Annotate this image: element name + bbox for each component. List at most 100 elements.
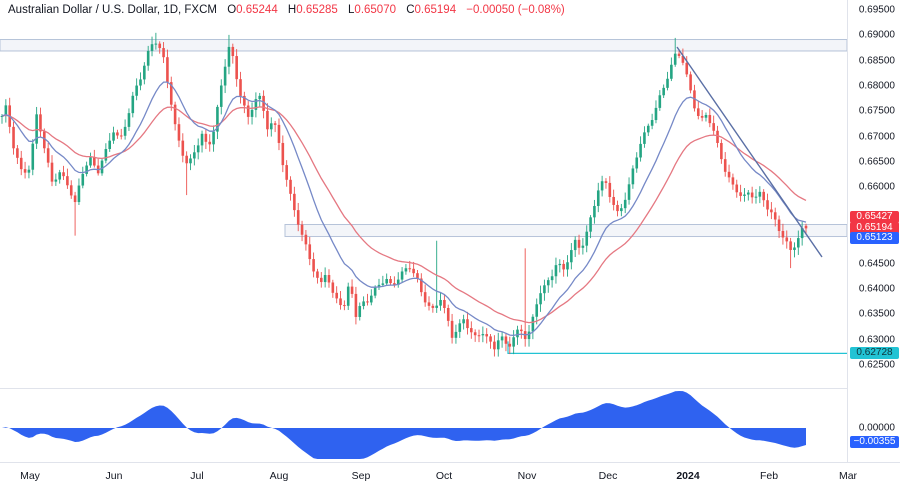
candle-body <box>119 135 123 137</box>
candle-body <box>416 273 419 279</box>
candle-body <box>66 176 69 186</box>
candle-body <box>354 293 358 317</box>
price-badge: 0.62728 <box>850 347 899 360</box>
time-axis-label-aug[interactable]: Aug <box>269 470 289 482</box>
candle-body <box>562 263 565 270</box>
time-axis-label-mar[interactable]: Mar <box>838 470 858 482</box>
candle-body <box>166 57 169 83</box>
candle-body <box>500 336 504 341</box>
candle-body <box>427 302 431 306</box>
support-level-ray[interactable] <box>507 341 847 355</box>
candle-body <box>566 262 569 270</box>
candle-body <box>273 123 277 125</box>
candle-body <box>654 107 658 121</box>
time-axis-label-feb[interactable]: Feb <box>759 470 779 482</box>
candle-body <box>708 114 712 124</box>
time-axis-label-nov[interactable]: Nov <box>517 470 537 482</box>
candle-body <box>677 53 681 56</box>
candle-body <box>54 179 58 182</box>
candle-body <box>219 85 223 107</box>
candle-body <box>581 245 585 248</box>
candle-body <box>181 140 185 156</box>
candle-body <box>662 87 665 96</box>
candle-body <box>385 278 388 284</box>
change-value: −0.00050 (−0.08%) <box>466 4 565 16</box>
candle-body <box>550 276 554 281</box>
close-label: C <box>406 4 415 16</box>
price-badge: 0.65123 <box>850 231 899 244</box>
high-label: H <box>287 4 297 16</box>
candle-body <box>162 48 165 58</box>
candle-body <box>231 46 235 57</box>
candle-body <box>489 336 492 342</box>
price-tick-label: 0.69500 <box>858 4 895 16</box>
candle-body <box>93 157 96 166</box>
candle-body <box>554 265 558 277</box>
candle-body <box>681 55 685 63</box>
candle-body <box>420 278 423 293</box>
candle-body <box>558 263 562 266</box>
time-axis-label-2024[interactable]: 2024 <box>676 470 700 482</box>
candle-body <box>177 124 181 141</box>
oscillator-value-badge: −0.00355 <box>850 436 899 449</box>
candle-body <box>127 113 131 127</box>
candle-body <box>458 323 462 332</box>
candle-body <box>727 171 731 178</box>
candle-body <box>696 108 700 116</box>
candle-body <box>435 305 438 308</box>
candle-body <box>246 105 250 117</box>
candle-body <box>289 179 292 194</box>
resistance-zone-2[interactable] <box>284 224 848 238</box>
candle-body <box>631 168 635 185</box>
time-axis-label-dec[interactable]: Dec <box>598 470 618 482</box>
price-axis[interactable]: 0.69500 0.69000 0.68500 0.68000 0.67500 0.670… <box>847 0 900 462</box>
candle-body <box>673 53 677 65</box>
candle-body <box>319 277 323 283</box>
candle-body <box>358 306 362 317</box>
candle-body <box>169 82 173 105</box>
candle-body <box>766 200 769 210</box>
candle-body <box>200 133 204 146</box>
symbol-title: Australian Dollar / U.S. Dollar, 1D, FXC… <box>8 4 217 16</box>
candle-body <box>512 337 515 347</box>
candle-body <box>362 301 365 307</box>
time-axis-label-jun[interactable]: Jun <box>105 470 123 482</box>
candle-body <box>604 181 608 183</box>
candle-body <box>12 126 15 149</box>
time-axis-label-sep[interactable]: Sep <box>351 470 371 482</box>
candle-body <box>131 95 135 114</box>
time-axis-label-may[interactable]: May <box>20 470 40 482</box>
candle-body <box>89 157 92 166</box>
price-tick-label: 0.62500 <box>858 359 895 371</box>
candle-body <box>596 190 600 206</box>
candle-body <box>381 283 385 285</box>
chart-legend[interactable]: Australian Dollar / U.S. Dollar, 1D, FXC… <box>8 3 565 17</box>
candle-body <box>277 124 281 143</box>
price-badge: 0.65427 <box>850 210 899 223</box>
descending-trendline[interactable] <box>676 46 823 258</box>
resistance-zone-1[interactable] <box>0 39 848 52</box>
candle-body <box>108 140 112 149</box>
candle-body <box>520 329 523 332</box>
candle-body <box>600 181 604 191</box>
low-value: 0.65070 <box>354 4 396 16</box>
oscillator-area <box>2 391 806 459</box>
candle-body <box>123 126 127 136</box>
price-tick-label: 0.64500 <box>858 258 895 270</box>
time-axis-label-oct[interactable]: Oct <box>435 470 453 482</box>
candle-body <box>789 241 792 250</box>
price-tick-label: 0.63500 <box>858 308 895 320</box>
time-axis-label-jul[interactable]: Jul <box>190 470 204 482</box>
candle-body <box>27 169 31 173</box>
candle-body <box>139 79 142 86</box>
candle-body <box>473 332 477 336</box>
candle-body <box>77 185 81 203</box>
pane-separator[interactable] <box>0 388 900 389</box>
candle-body <box>185 155 188 164</box>
candle-body <box>539 293 542 305</box>
price-tick-label: 0.66000 <box>858 181 895 193</box>
time-axis[interactable]: May Jun Jul Aug Sep Oct Nov Dec 2024 Feb Mar <box>0 462 900 487</box>
candle-body <box>150 44 154 51</box>
candle-body <box>462 319 465 324</box>
